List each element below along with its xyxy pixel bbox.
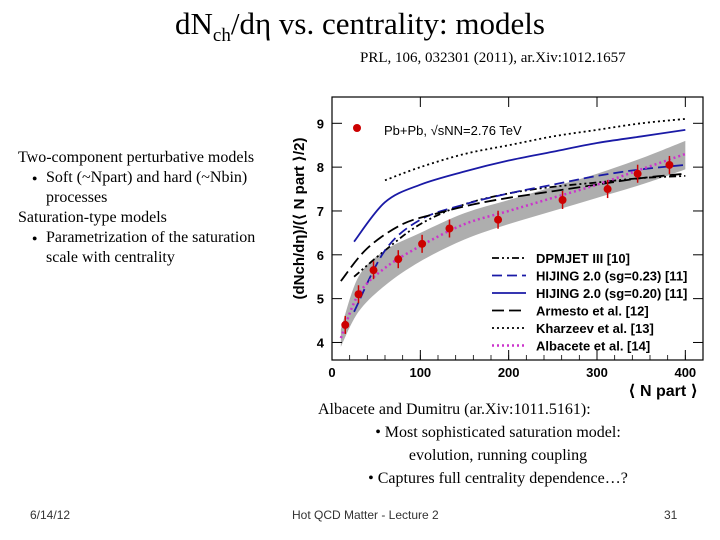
uncertainty-band	[340, 140, 686, 347]
x-tick-label: 100	[409, 365, 431, 380]
title-main: dN	[175, 6, 213, 41]
note-line-3: evolution, running coupling	[408, 447, 588, 464]
bullet-soft-hard: Soft (~Npart) and hard (~Nbin) processes	[32, 168, 288, 208]
y-tick-label: 5	[317, 292, 324, 307]
title-rest: /dη vs. centrality: models	[230, 6, 545, 41]
data-point	[603, 185, 612, 194]
data-point	[494, 215, 503, 224]
footer-date: 6/14/12	[30, 508, 71, 522]
data-point	[394, 255, 403, 264]
x-axis-label: ⟨ N part ⟩	[628, 383, 698, 400]
data-point	[665, 160, 674, 169]
model-curve-2	[353, 128, 686, 243]
footer-center: Hot QCD Matter - Lecture 2	[292, 508, 439, 522]
annotation-text: Pb+Pb, √sNN=2.76 TeV	[384, 123, 522, 138]
x-tick-label: 0	[328, 365, 335, 380]
curve-layer	[339, 118, 686, 339]
y-tick-label: 8	[317, 160, 324, 175]
legend-label-3: Armesto et al. [12]	[536, 304, 649, 319]
model-curve-3	[340, 172, 686, 282]
slide-title: dNch/dη vs. centrality: models	[0, 6, 720, 47]
footer-page: 31	[664, 508, 678, 522]
data-point	[354, 290, 363, 299]
annotation-group: Pb+Pb, √sNN=2.76 TeV	[353, 123, 522, 138]
bullet-parametrization: Parametrization of the saturation scale …	[32, 228, 288, 268]
data-point	[369, 266, 378, 275]
y-axis-label: (dNch/dη)/(⟨ N part ⟩/2)	[291, 137, 308, 299]
data-point	[445, 224, 454, 233]
data-point	[558, 196, 567, 205]
model-curve-5	[339, 152, 686, 339]
note-line-2: • Most sophisticated saturation model:	[375, 424, 621, 441]
legend-label-1: HIJING 2.0 (sg=0.23) [11]	[536, 269, 687, 284]
bullet-saturation: Saturation-type models	[18, 209, 167, 226]
bullet-list: Two-component perturbative models Soft (…	[18, 148, 288, 268]
x-tick-label: 200	[498, 365, 520, 380]
annotation-marker	[353, 124, 361, 132]
title-subscript: ch	[212, 25, 231, 47]
point-layer	[341, 155, 674, 334]
y-tick-label: 7	[317, 204, 324, 219]
legend-label-0: DPMJET III [10]	[536, 251, 630, 266]
model-curve-1	[353, 164, 686, 313]
band-layer	[340, 140, 686, 347]
x-tick-label: 400	[674, 365, 696, 380]
plot-frame	[331, 96, 704, 361]
y-tick-label: 9	[317, 116, 324, 131]
note-box: Albacete and Dumitru (ar.Xiv:1011.5161):…	[318, 398, 678, 490]
data-point	[341, 320, 350, 329]
data-point	[633, 169, 642, 178]
reference: PRL, 106, 032301 (2011), ar.Xiv:1012.165…	[360, 50, 626, 66]
note-line-4: • Captures full centrality dependence…?	[368, 470, 628, 487]
y-tick-label: 4	[317, 335, 325, 350]
legend-label-4: Kharzeev et al. [13]	[536, 321, 654, 336]
bullet-two-component: Two-component perturbative models	[18, 149, 255, 166]
legend-layer: DPMJET III [10] HIJING 2.0 (sg=0.23) [11]…	[492, 251, 687, 354]
model-curve-4	[384, 118, 686, 182]
legend-label-2: HIJING 2.0 (sg=0.20) [11]	[536, 286, 687, 301]
data-point	[418, 239, 427, 248]
note-line-1: Albacete and Dumitru (ar.Xiv:1011.5161):	[318, 401, 591, 418]
y-tick-label: 6	[317, 248, 324, 263]
axis-layer: 0 100 200 300 400 4 5 6 7 8 9 (dNch/dη)/(⟨ N part ⟩…	[291, 96, 704, 400]
legend-label-5: Albacete et al. [14]	[536, 339, 650, 354]
x-tick-label: 300	[586, 365, 608, 380]
